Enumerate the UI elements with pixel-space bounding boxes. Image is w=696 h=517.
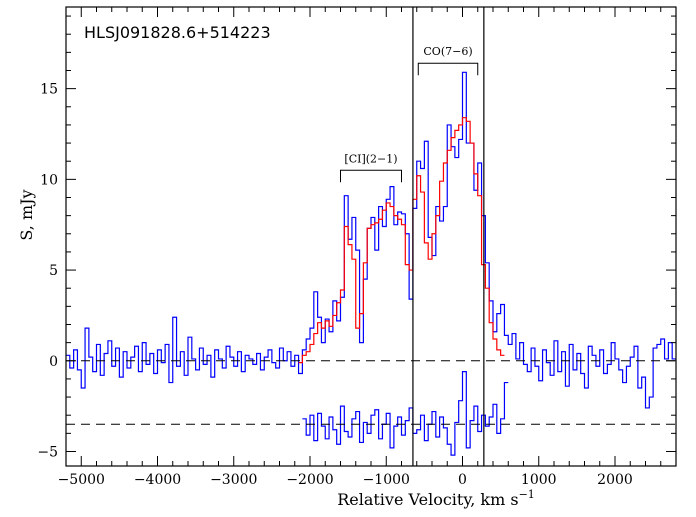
series-line-2 xyxy=(302,371,509,456)
x-tick-label: 2000 xyxy=(597,472,633,488)
x-axis-label-exponent: −1 xyxy=(519,488,535,501)
series-line-0 xyxy=(66,71,676,409)
annotation-label-1: CO(7−6) xyxy=(423,45,472,58)
axes: −5000 −4000 −3000 −2000 −1000 0 1000 2000 −5 0 5 10… xyxy=(37,6,677,488)
x-tick-label: −2000 xyxy=(286,472,333,488)
x-axis-label-main: Relative Velocity, km s xyxy=(337,490,518,509)
chart-title: HLSJ091828.6+514223 xyxy=(84,23,271,42)
y-tick-label: 15 xyxy=(40,82,58,98)
line-annotations: [CI](2−1) CO(7−6) xyxy=(340,45,479,183)
y-axis-label: S, mJy xyxy=(17,189,36,240)
y-tick-label: 10 xyxy=(40,172,58,188)
plot-frame xyxy=(65,6,677,467)
y-tick-label: 5 xyxy=(49,263,58,279)
annotation-bracket-1 xyxy=(417,62,479,76)
x-tick-label: 1000 xyxy=(521,472,557,488)
annotation-label-0: [CI](2−1) xyxy=(344,152,397,165)
series-layer xyxy=(66,71,676,456)
x-tick-label: 0 xyxy=(458,472,467,488)
x-tick-label: −5000 xyxy=(58,472,105,488)
reference-lines xyxy=(66,7,676,466)
series-line-1 xyxy=(298,117,505,364)
x-axis-label: Relative Velocity, km s−1 xyxy=(337,488,535,509)
x-tick-label: −4000 xyxy=(134,472,181,488)
x-tick-label: −3000 xyxy=(210,472,257,488)
y-tick-label: 0 xyxy=(49,354,58,370)
y-tick-label: −5 xyxy=(37,444,58,460)
annotation-bracket-0 xyxy=(340,169,402,183)
x-tick-label: −1000 xyxy=(363,472,410,488)
